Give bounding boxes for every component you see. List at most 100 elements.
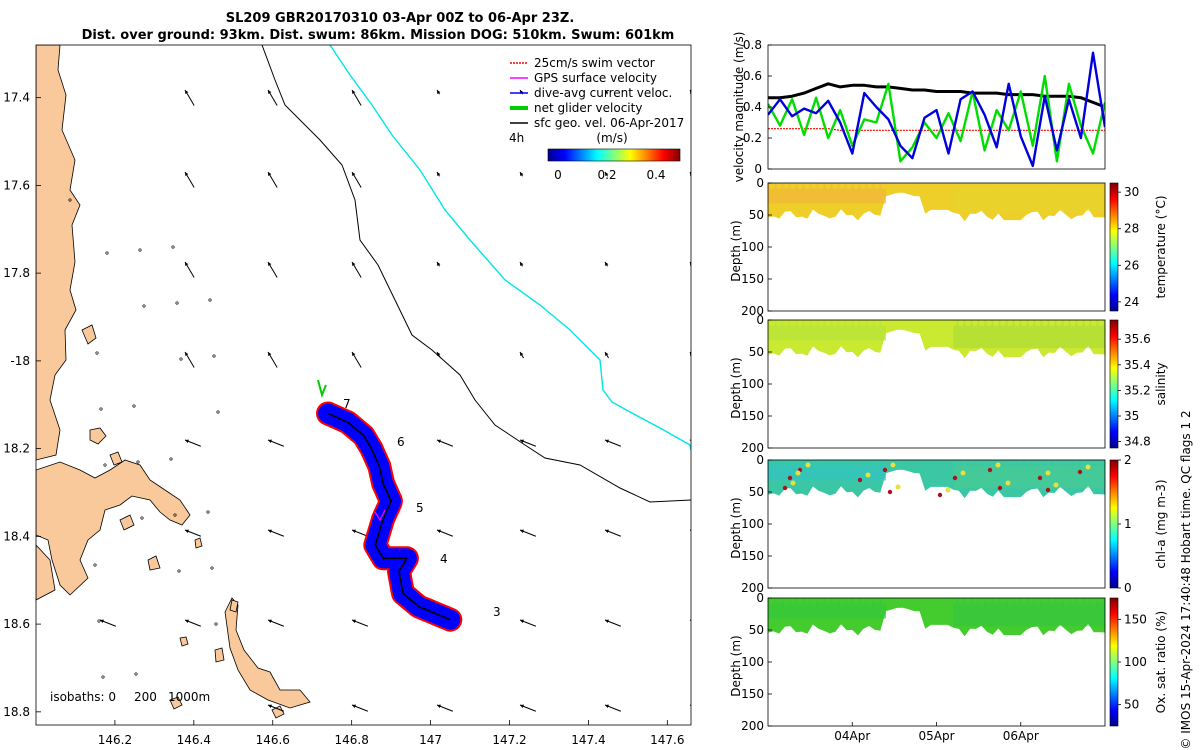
chl-hotspot bbox=[857, 477, 863, 483]
section-profile-dot bbox=[783, 183, 789, 189]
map-x-tick-label: 147 bbox=[419, 733, 442, 747]
legend-swim: 25cm/s swim vector bbox=[534, 56, 655, 70]
section-profile-dot bbox=[874, 460, 880, 466]
section-profile-dot bbox=[839, 598, 845, 604]
section-profile-dot bbox=[769, 460, 775, 466]
depth-tick-label: 200 bbox=[741, 581, 764, 595]
section-profile-dot bbox=[853, 598, 859, 604]
net-velocity-vector bbox=[317, 379, 327, 399]
section-profile-dot bbox=[776, 183, 782, 189]
depth-tick-label: 100 bbox=[741, 517, 764, 531]
section-panel-0: 0 50 100 150 200 Depth (m) 24 26 28 30 temperature… bbox=[729, 176, 1168, 318]
sfc-vel-arrowhead bbox=[520, 172, 524, 176]
depth-tick-label: 0 bbox=[756, 313, 764, 327]
section-profile-dot bbox=[965, 320, 971, 326]
section-profile-dot bbox=[769, 598, 775, 604]
section-profile-dot bbox=[909, 598, 915, 604]
section-profile-dot bbox=[958, 598, 964, 604]
section-profile-dot bbox=[881, 460, 887, 466]
section-profile-dot bbox=[986, 183, 992, 189]
title-line-2: Dist. over ground: 93km. Dist. swum: 86k… bbox=[82, 28, 675, 43]
cbar-label: chl-a (mg m-3) bbox=[1154, 479, 1168, 568]
chl-patch bbox=[995, 462, 1001, 468]
section-profile-dot bbox=[881, 598, 887, 604]
depth-tick-label: 200 bbox=[741, 304, 764, 318]
section-profile-dot bbox=[930, 460, 936, 466]
reef-dot bbox=[177, 569, 181, 573]
isobath-1000-line bbox=[329, 45, 691, 451]
sfc-vel-arrow bbox=[689, 619, 691, 621]
isobath-1000: 1000m bbox=[168, 690, 210, 704]
land-polygon bbox=[119, 514, 135, 531]
gps-velocity-vector bbox=[374, 509, 386, 522]
section-profile-dot bbox=[1056, 183, 1062, 189]
reef-dot bbox=[136, 460, 140, 464]
map-legend: 25cm/s swim vector GPS surface velocity … bbox=[509, 56, 684, 182]
chl-patch bbox=[895, 484, 901, 490]
reef-dot bbox=[95, 351, 99, 355]
sfc-vel-arrowhead bbox=[268, 352, 272, 356]
section-profile-dot bbox=[902, 183, 908, 189]
chl-patch bbox=[890, 462, 896, 468]
sfc-vel-arrowhead bbox=[268, 439, 272, 444]
section-profile-dot bbox=[1063, 460, 1069, 466]
cbar-tick-label: 24 bbox=[1124, 295, 1139, 309]
section-profile-dot bbox=[958, 320, 964, 326]
section-profile-dot bbox=[958, 460, 964, 466]
section-profile-dot bbox=[986, 460, 992, 466]
land-polygon bbox=[89, 427, 107, 445]
section-profile-dot bbox=[965, 598, 971, 604]
colorbar-tick-02: 0.2 bbox=[597, 168, 616, 182]
section-profile-dot bbox=[1049, 460, 1055, 466]
section-profile-dot bbox=[797, 598, 803, 604]
vel-y-tick-label: 0.8 bbox=[743, 38, 762, 52]
time-tick-label: 04Apr bbox=[834, 729, 870, 743]
section-profile-dot bbox=[944, 183, 950, 189]
section-colorbar bbox=[1109, 319, 1119, 449]
section-profile-dot bbox=[1084, 183, 1090, 189]
section-profile-dot bbox=[1063, 183, 1069, 189]
reef-dot bbox=[142, 304, 146, 308]
reef-dot bbox=[103, 463, 107, 467]
section-profile-dot bbox=[839, 460, 845, 466]
section-profile-dot bbox=[1021, 183, 1027, 189]
section-profile-dot bbox=[818, 183, 824, 189]
section-profile-dot bbox=[853, 460, 859, 466]
legend-geo: sfc geo. vel. 06-Apr-2017 bbox=[534, 116, 684, 130]
section-profile-dot bbox=[1021, 598, 1027, 604]
section-profile-dot bbox=[951, 183, 957, 189]
section-profile-dot bbox=[811, 598, 817, 604]
cbar-tick-label: 100 bbox=[1124, 655, 1147, 669]
chl-patch bbox=[1005, 480, 1011, 486]
section-profile-dot bbox=[1091, 598, 1097, 604]
cbar-tick-label: 150 bbox=[1124, 612, 1147, 626]
section-profile-dot bbox=[1070, 183, 1076, 189]
track-label: 6 bbox=[397, 435, 405, 449]
land-polygon bbox=[36, 544, 56, 601]
sfc-vel-arrowhead bbox=[268, 529, 272, 534]
speed-colorbar bbox=[547, 148, 681, 162]
sfc-vel-arrowhead bbox=[352, 619, 356, 624]
land-polygon bbox=[81, 324, 97, 345]
map-x-tick-label: 146.2 bbox=[98, 733, 132, 747]
section-profile-dot bbox=[923, 183, 929, 189]
reef-dot bbox=[68, 198, 72, 202]
section-profile-dot bbox=[895, 598, 901, 604]
map-x-ticks: 146.2 146.4 146.6 146.8 147 147.2 147.4 147.6 bbox=[98, 720, 685, 747]
chl-hotspot bbox=[1037, 475, 1043, 481]
sfc-vel-arrowhead bbox=[185, 352, 189, 356]
sfc-vel-arrowhead bbox=[100, 619, 104, 624]
velocity-series bbox=[768, 51, 1105, 168]
section-profile-dot bbox=[790, 598, 796, 604]
section-profile-dot bbox=[1007, 183, 1013, 189]
sfc-vel-arrowhead bbox=[437, 90, 441, 94]
land-polygon bbox=[36, 45, 81, 461]
section-profile-dot bbox=[965, 460, 971, 466]
track-label: 4 bbox=[440, 552, 448, 566]
sfc-vel-arrowhead bbox=[690, 90, 691, 94]
reef-dot bbox=[214, 622, 218, 626]
section-profile-dot bbox=[909, 460, 915, 466]
section-profile-dot bbox=[867, 183, 873, 189]
depth-tick-label: 50 bbox=[749, 623, 764, 637]
section-profile-dot bbox=[951, 598, 957, 604]
